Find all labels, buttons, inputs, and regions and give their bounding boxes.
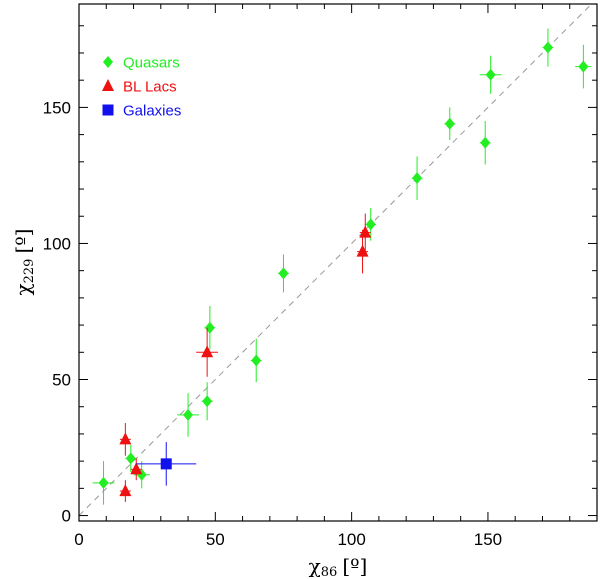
data-point-bl-lacs	[119, 484, 132, 497]
x-tick-label: 0	[74, 530, 83, 549]
data-point-bl-lacs	[356, 244, 369, 257]
legend-item-quasars: Quasars	[103, 55, 180, 72]
data-point-bl-lacs	[119, 432, 132, 445]
data-points-layer	[92, 28, 592, 505]
x-tick-label: 100	[337, 530, 365, 549]
legend-marker-bl-lacs	[102, 79, 114, 91]
data-point-bl-lacs	[130, 462, 143, 475]
series-bl-lacs	[119, 213, 372, 502]
y-axis-label: χ229[º]	[11, 229, 37, 296]
data-point-quasars	[578, 60, 589, 73]
axis-ticks-layer: 0 50 100 150 0 50 100 150	[43, 4, 598, 549]
legend-label-quasars: Quasars	[123, 55, 180, 72]
legend-label-bl-lacs: BL Lacs	[123, 79, 177, 96]
y-tick-label: 150	[43, 98, 71, 117]
data-point-galaxies	[160, 458, 172, 470]
legend-item-galaxies: Galaxies	[102, 103, 181, 120]
y-tick-label: 0	[62, 507, 71, 526]
legend-label-galaxies: Galaxies	[123, 103, 181, 120]
data-point-quasars	[202, 395, 213, 408]
data-point-quasars	[480, 136, 491, 149]
series-quasars	[92, 28, 592, 505]
data-point-quasars	[204, 321, 215, 334]
legend-marker-galaxies	[102, 104, 114, 116]
data-point-bl-lacs	[201, 345, 214, 358]
y-tick-label: 50	[52, 371, 71, 390]
y-tick-label: 100	[43, 234, 71, 253]
data-point-quasars	[485, 68, 496, 81]
plot-frame	[78, 3, 598, 522]
x-tick-label: 150	[474, 530, 502, 549]
data-point-quasars	[542, 41, 553, 54]
data-point-quasars	[444, 117, 455, 130]
data-point-quasars	[278, 267, 289, 280]
data-point-quasars	[412, 172, 423, 185]
data-point-quasars	[365, 218, 376, 231]
x-tick-label: 50	[206, 530, 225, 549]
data-point-quasars	[251, 354, 262, 367]
series-galaxies	[136, 442, 197, 486]
data-point-quasars	[98, 476, 109, 489]
legend-item-bl-lacs: BL Lacs	[102, 79, 177, 96]
data-point-bl-lacs	[359, 225, 372, 238]
legend-marker-quasars	[103, 56, 113, 68]
data-point-quasars	[183, 408, 194, 421]
data-point-quasars	[125, 452, 136, 465]
legend: Quasars BL Lacs Galaxies	[102, 55, 181, 120]
x-axis-label: χ86 [º]	[309, 554, 368, 579]
